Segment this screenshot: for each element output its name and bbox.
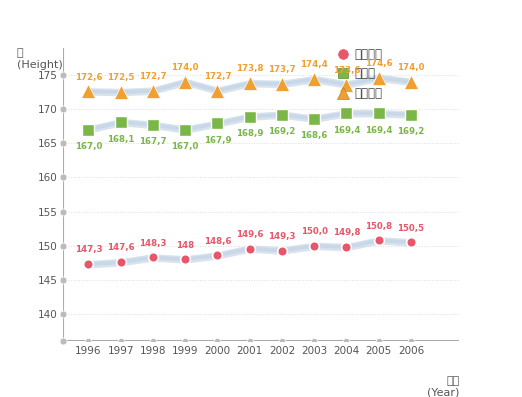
Text: 174,6: 174,6 — [365, 59, 393, 68]
Text: 172,7: 172,7 — [139, 72, 167, 81]
Text: 167,0: 167,0 — [75, 142, 102, 151]
Text: 174,0: 174,0 — [397, 63, 425, 72]
Text: 174,0: 174,0 — [171, 63, 199, 72]
Text: 168,9: 168,9 — [236, 129, 264, 138]
Text: 168,6: 168,6 — [301, 131, 328, 140]
Text: 149,3: 149,3 — [268, 232, 296, 241]
Text: 173,8: 173,8 — [236, 64, 264, 73]
Text: 169,4: 169,4 — [365, 126, 393, 135]
Text: 연도
(Year): 연도 (Year) — [427, 376, 459, 397]
Text: 169,2: 169,2 — [397, 127, 425, 136]
Text: 148: 148 — [176, 241, 194, 250]
Text: 172,7: 172,7 — [204, 72, 231, 81]
Text: 167,7: 167,7 — [139, 137, 167, 146]
Text: 172,6: 172,6 — [75, 73, 102, 82]
Text: 148,3: 148,3 — [139, 239, 167, 248]
Text: 168,1: 168,1 — [107, 135, 134, 144]
Text: 167,0: 167,0 — [172, 142, 199, 151]
Text: 147,3: 147,3 — [75, 245, 102, 254]
Text: 149,8: 149,8 — [333, 228, 360, 237]
Text: 150,8: 150,8 — [365, 222, 393, 231]
Text: 150,0: 150,0 — [301, 227, 328, 236]
Text: 172,5: 172,5 — [107, 73, 134, 82]
Text: 150,5: 150,5 — [397, 224, 424, 233]
Text: 167,9: 167,9 — [204, 136, 231, 145]
Text: 174,4: 174,4 — [300, 60, 328, 69]
Text: 173,7: 173,7 — [268, 65, 296, 74]
Legend: 초등학교, 중학교, 고등학교: 초등학교, 중학교, 고등학교 — [338, 48, 383, 100]
Text: 키
(Height): 키 (Height) — [17, 48, 63, 70]
Text: 169,2: 169,2 — [268, 127, 295, 136]
Text: 148,6: 148,6 — [204, 237, 231, 246]
Text: 149,6: 149,6 — [236, 230, 264, 239]
Text: 169,4: 169,4 — [333, 126, 360, 135]
Text: 173,6: 173,6 — [333, 66, 360, 75]
Text: 147,6: 147,6 — [107, 243, 135, 252]
